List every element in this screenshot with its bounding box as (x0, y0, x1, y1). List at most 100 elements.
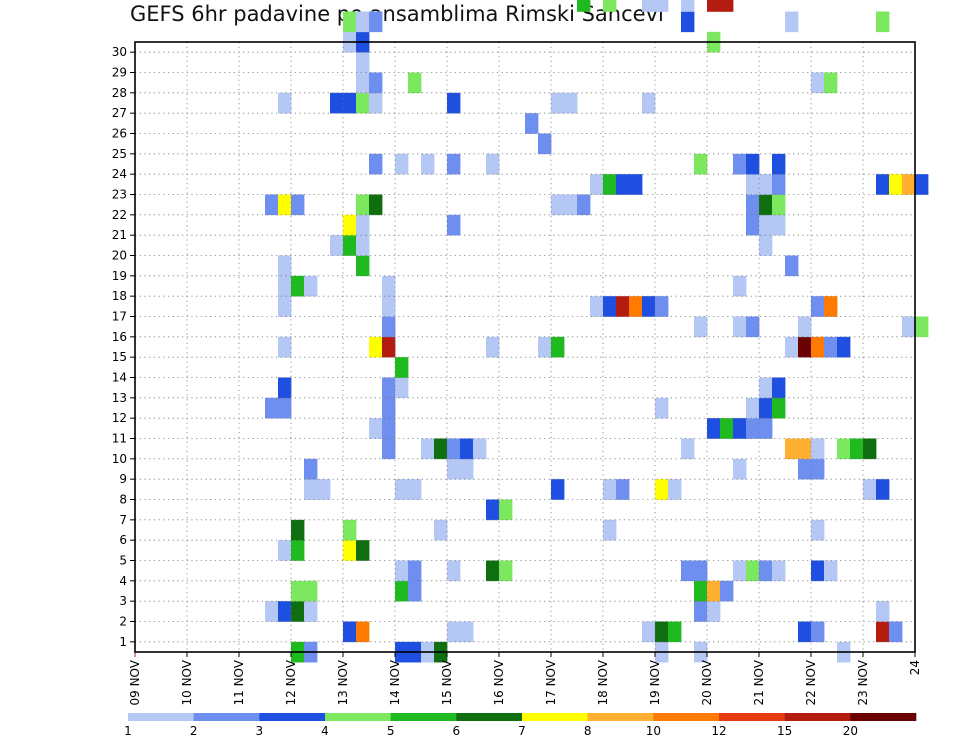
precip-cell (395, 560, 409, 582)
precip-cell (733, 316, 747, 338)
precip-cell (902, 174, 916, 195)
precip-cell (278, 601, 292, 622)
plot-frame (134, 41, 916, 653)
precip-cell (486, 499, 500, 521)
precip-cell (395, 479, 409, 500)
precip-cell (811, 296, 825, 317)
precip-cell (382, 275, 396, 297)
precip-cell (278, 540, 292, 561)
precip-cell (278, 377, 292, 399)
precip-cell (265, 397, 279, 419)
precip-cell (382, 336, 396, 358)
precip-cell (759, 194, 773, 216)
precip-cell (811, 336, 825, 358)
precip-cell (603, 479, 617, 500)
precip-cell (447, 438, 461, 460)
precip-cell (642, 296, 656, 317)
precip-cell (876, 479, 890, 500)
precip-cell (733, 418, 747, 439)
y-tick-label: 10 (112, 452, 127, 466)
y-tick-label: 23 (112, 188, 127, 202)
precip-cell (772, 397, 786, 419)
precip-cell (746, 174, 760, 195)
precip-cell (590, 174, 604, 195)
precip-cell (746, 418, 760, 439)
precip-cell (772, 377, 786, 399)
precip-cell (824, 72, 838, 94)
colorbar-label: 2 (190, 724, 198, 738)
precip-cell (902, 316, 916, 338)
precip-cell (369, 153, 383, 175)
y-tick-label: 21 (112, 228, 127, 242)
precip-cell (278, 255, 292, 277)
colorbar-swatch (653, 713, 720, 721)
precip-cell (811, 438, 825, 460)
precip-cell (876, 11, 890, 33)
y-tick-label: 19 (112, 269, 127, 283)
precip-cell (395, 153, 409, 175)
precip-cell (291, 275, 305, 297)
precip-cell (590, 296, 604, 317)
precip-cell (369, 418, 383, 439)
precip-cell (746, 153, 760, 175)
precip-cell (395, 377, 409, 399)
precip-cell (759, 174, 773, 195)
precip-cell (551, 336, 565, 358)
y-tick-label: 11 (112, 432, 127, 446)
y-tick-label: 29 (112, 66, 127, 80)
precip-cell (447, 214, 461, 236)
precip-cell (655, 296, 669, 317)
precip-cell (772, 174, 786, 195)
precip-cell (746, 194, 760, 216)
precip-cell (343, 621, 357, 643)
precip-cell (681, 0, 695, 12)
x-tick-label: 23 NOV (856, 659, 870, 705)
colorbar-swatch (193, 713, 260, 721)
precip-cell (837, 438, 851, 460)
precip-cell (850, 438, 864, 460)
x-tick-label: 18 NOV (596, 659, 610, 705)
precip-cell (447, 153, 461, 175)
precip-cell (720, 580, 734, 602)
precip-cell (811, 458, 825, 480)
y-tick-label: 27 (112, 106, 127, 120)
precip-cell (811, 519, 825, 541)
precip-cell (265, 601, 279, 622)
precip-cell (811, 621, 825, 643)
precip-cell (382, 377, 396, 399)
precip-cell (356, 255, 370, 277)
colorbar-label: 8 (584, 724, 592, 738)
x-axis: 09 NOV 10 NOV 11 NOV 12 NOV 13 NOV 14 NOV 15 N… (128, 652, 922, 706)
precip-cell (707, 418, 721, 439)
precip-cell (655, 621, 669, 643)
precip-cell (382, 296, 396, 317)
precip-cell (837, 336, 851, 358)
precip-cell (746, 397, 760, 419)
precip-cell (785, 336, 799, 358)
precip-cell (343, 11, 357, 33)
precip-cell (356, 11, 370, 33)
y-tick-label: 1 (119, 635, 127, 649)
precip-cell (642, 92, 656, 114)
precip-cell (564, 92, 578, 114)
precip-cell (772, 194, 786, 216)
precip-cell (447, 458, 461, 480)
precip-cell (291, 580, 305, 602)
x-tick-label: 17 NOV (544, 659, 558, 705)
y-tick-label: 13 (112, 391, 127, 405)
colorbar-label: 5 (387, 724, 395, 738)
x-tick-label: 22 NOV (804, 659, 818, 705)
precip-cell (356, 235, 370, 256)
precip-cell (486, 560, 500, 582)
precip-cell (304, 458, 318, 480)
precip-cell (772, 153, 786, 175)
colorbar-swatch (587, 713, 654, 721)
colorbar-swatch (128, 713, 194, 721)
precip-cell (785, 11, 799, 33)
precip-cell (889, 174, 903, 195)
precip-cell (577, 0, 591, 12)
precip-cell (434, 519, 448, 541)
precip-cell (798, 336, 812, 358)
precip-cell (694, 316, 708, 338)
precip-cell (759, 214, 773, 236)
